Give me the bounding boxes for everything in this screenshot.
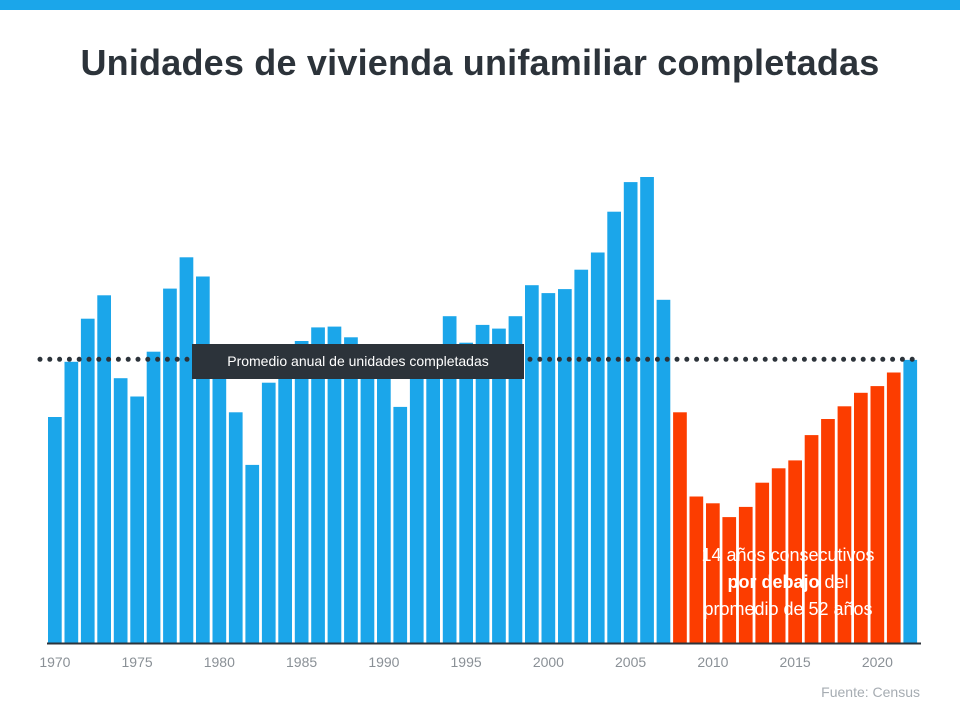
- bar-1994: [442, 316, 457, 643]
- bar-2012: [738, 506, 753, 643]
- bar-1999: [525, 285, 539, 643]
- chart-title: Unidades de vivienda unifamiliar complet…: [80, 42, 880, 83]
- bar-2005: [623, 182, 638, 643]
- bar-2015: [788, 460, 802, 643]
- bar-2000: [541, 293, 556, 643]
- bar-1992: [409, 371, 424, 643]
- bar-1995: [459, 342, 473, 643]
- bar-1973: [97, 295, 111, 643]
- x-tick-2015: 2015: [780, 654, 811, 670]
- x-tick-2010: 2010: [697, 654, 728, 670]
- bar-1983: [261, 382, 276, 643]
- bar-2003: [590, 252, 605, 643]
- x-tick-1985: 1985: [286, 654, 317, 670]
- x-tick-1970: 1970: [39, 654, 70, 670]
- bar-2013: [755, 482, 770, 643]
- callout-line-2: por debajo del: [674, 569, 902, 596]
- x-tick-2005: 2005: [615, 654, 646, 670]
- bar-2007: [656, 299, 671, 643]
- bar-1986: [311, 327, 325, 643]
- bar-1989: [360, 353, 375, 643]
- bar-1993: [426, 350, 440, 643]
- x-tick-1995: 1995: [451, 654, 482, 670]
- callout-bold: por debajo: [727, 572, 820, 592]
- x-tick-1990: 1990: [368, 654, 399, 670]
- bars-group: [48, 177, 918, 643]
- bar-1971: [64, 361, 79, 643]
- bar-2022: [903, 359, 918, 643]
- bar-1984: [278, 354, 292, 643]
- bar-2018: [837, 406, 852, 643]
- bar-2014: [771, 468, 786, 643]
- bar-2020: [870, 386, 885, 643]
- bar-1977: [163, 288, 177, 643]
- bar-1976: [146, 351, 161, 643]
- callout-line-2-rest: del: [819, 572, 849, 592]
- bar-2009: [689, 496, 704, 643]
- x-tick-labels: 1970 1975 1980 1985 1990 1995 2000 2005 2010 2015…: [39, 654, 893, 670]
- bar-1996: [475, 324, 490, 643]
- bar-1988: [344, 337, 358, 643]
- x-tick-2020: 2020: [862, 654, 893, 670]
- callout-line-3: promedio de 52 años: [703, 599, 873, 619]
- bar-1997: [492, 328, 506, 643]
- bar-2010: [706, 503, 720, 643]
- bar-1998: [508, 316, 523, 643]
- bar-1985: [294, 341, 309, 643]
- bar-2008: [673, 412, 687, 643]
- x-tick-1975: 1975: [122, 654, 153, 670]
- bar-2011: [722, 517, 737, 643]
- bar-1982: [245, 464, 260, 643]
- bar-2016: [804, 435, 819, 643]
- bar-1972: [80, 318, 95, 643]
- top-accent-bar: [0, 0, 960, 10]
- bar-2021: [886, 372, 901, 643]
- bar-2006: [640, 177, 654, 643]
- x-tick-2000: 2000: [533, 654, 564, 670]
- bar-2019: [854, 392, 868, 643]
- x-tick-1980: 1980: [204, 654, 235, 670]
- streak-callout: 14 años consecutivos por debajo del prom…: [674, 542, 902, 623]
- bar-1978: [179, 257, 194, 643]
- bar-1991: [393, 406, 408, 643]
- bar-1970: [48, 417, 62, 643]
- bar-2002: [574, 269, 589, 643]
- bar-2001: [558, 289, 572, 643]
- bar-1974: [113, 378, 128, 643]
- bar-1979: [196, 276, 210, 643]
- bar-1981: [228, 412, 243, 643]
- average-label: Promedio anual de unidades completadas: [192, 344, 524, 379]
- bar-2004: [607, 211, 621, 643]
- source-note: Fuente: Census: [821, 684, 920, 700]
- bar-1975: [130, 396, 144, 643]
- bar-1980: [212, 373, 227, 643]
- bar-1987: [327, 326, 342, 643]
- bar-2017: [821, 419, 835, 643]
- bar-1990: [377, 370, 391, 643]
- callout-line-1: 14 años consecutivos: [701, 545, 875, 565]
